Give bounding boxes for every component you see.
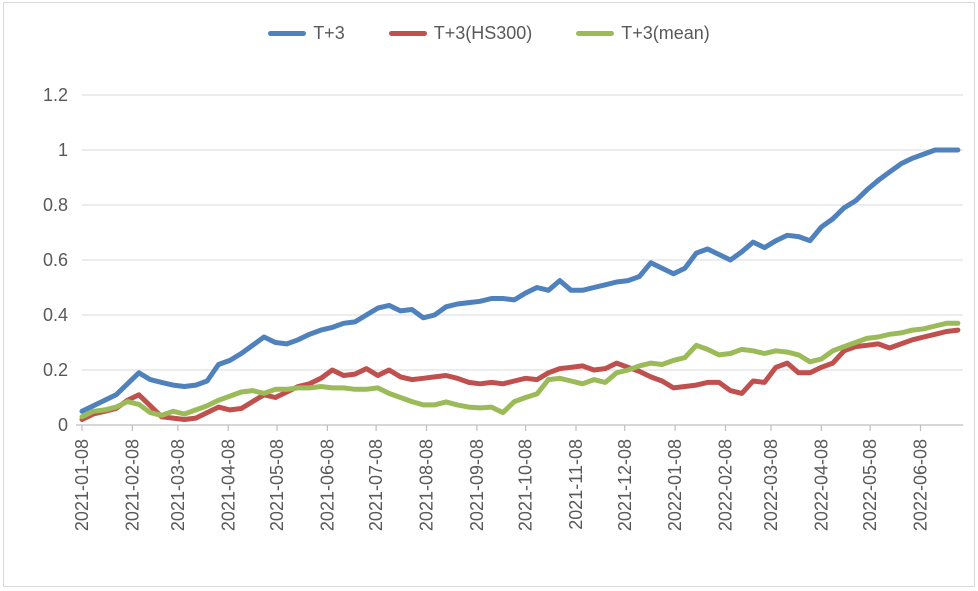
legend-line-swatch-t3-mean bbox=[576, 30, 615, 36]
y-tick-label: 0 bbox=[58, 415, 68, 435]
x-tick-label: 2021-12-08 bbox=[615, 439, 635, 531]
x-tick-label: 2021-06-08 bbox=[317, 439, 337, 531]
y-tick-label: 1.2 bbox=[43, 85, 68, 105]
series-line-t+3-hs300- bbox=[79, 327, 961, 422]
x-tick-label: 2022-02-08 bbox=[716, 439, 736, 531]
x-tick-label: 2022-03-08 bbox=[761, 439, 781, 531]
x-tick-label: 2021-01-08 bbox=[72, 439, 92, 531]
x-tick-label: 2021-07-08 bbox=[366, 439, 386, 531]
chart-legend: T+3 T+3(HS300) T+3(mean) bbox=[0, 22, 978, 44]
x-tick-label: 2022-05-08 bbox=[860, 439, 880, 531]
legend-line-swatch-t3-hs300 bbox=[388, 30, 427, 36]
x-tick-label: 2022-01-08 bbox=[665, 439, 685, 531]
legend-item-t3-mean: T+3(mean) bbox=[576, 22, 710, 44]
legend-item-t3: T+3 bbox=[268, 22, 345, 44]
legend-label-t3-mean: T+3(mean) bbox=[621, 23, 710, 43]
x-tick-label: 2022-06-08 bbox=[911, 439, 931, 531]
y-tick-label: 1 bbox=[58, 140, 68, 160]
x-tick-label: 2021-09-08 bbox=[467, 439, 487, 531]
legend-line-swatch-t3 bbox=[268, 30, 307, 36]
series-line-t+3-mean- bbox=[79, 320, 961, 420]
x-tick-label: 2021-11-08 bbox=[566, 439, 586, 530]
x-tick-label: 2021-02-08 bbox=[122, 439, 142, 531]
legend-label-t3: T+3 bbox=[313, 23, 345, 43]
y-tick-label: 0.6 bbox=[43, 250, 68, 270]
legend-label-t3-hs300: T+3(HS300) bbox=[433, 23, 533, 43]
x-tick-label: 2021-04-08 bbox=[218, 439, 238, 531]
x-tick-label: 2021-03-08 bbox=[168, 439, 188, 531]
x-tick-label: 2021-05-08 bbox=[267, 439, 287, 531]
y-tick-label: 0.2 bbox=[43, 360, 68, 380]
y-tick-label: 0.8 bbox=[43, 195, 68, 215]
x-tick-label: 2021-08-08 bbox=[417, 439, 437, 531]
x-tick-label: 2022-04-08 bbox=[811, 439, 831, 531]
series-line-t+3 bbox=[79, 147, 961, 414]
y-tick-label: 0.4 bbox=[43, 305, 68, 325]
legend-item-t3-hs300: T+3(HS300) bbox=[388, 22, 533, 44]
x-tick-label: 2021-10-08 bbox=[516, 439, 536, 531]
